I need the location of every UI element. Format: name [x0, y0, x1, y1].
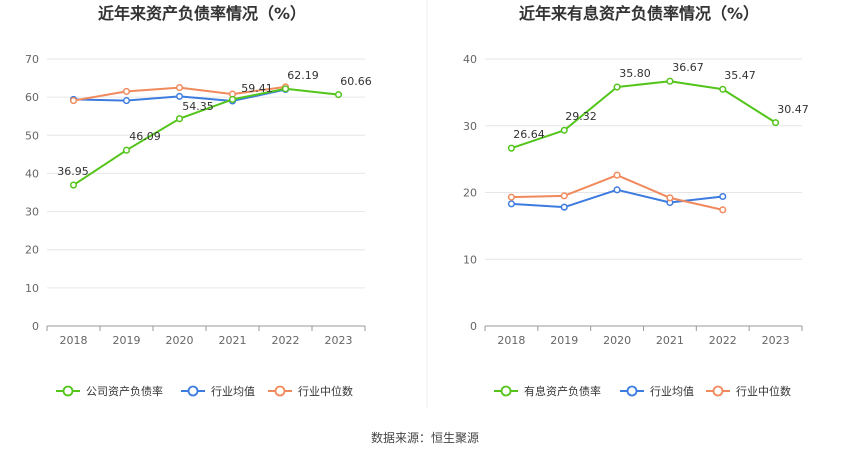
data-label: 35.47	[724, 69, 756, 82]
legend-item-1[interactable]: 有息资产负债率	[494, 384, 601, 398]
data-label: 46.09	[129, 130, 161, 143]
y-tick-label: 60	[25, 91, 39, 104]
data-point[interactable]	[122, 146, 131, 154]
chart-panel-1: 近年来资产负债率情况（%） 0 10 20 30 40 50 60 70 2018 2019 2020…	[25, 4, 372, 398]
data-label: 60.66	[340, 75, 372, 88]
x-tick-label: 2020	[603, 334, 631, 347]
data-point[interactable]	[175, 92, 184, 100]
data-source-note: 数据来源：恒生聚源	[370, 431, 479, 445]
y-tick-label: 30	[463, 120, 477, 133]
x-tick-label: 2018	[60, 334, 88, 347]
x-tick-label: 2023	[325, 334, 353, 347]
data-point[interactable]	[613, 83, 621, 91]
y-tick-label: 0	[32, 320, 39, 333]
legend-swatch-marker	[626, 385, 638, 397]
y-tick-label: 0	[470, 320, 477, 333]
x-tick-label: 2021	[656, 334, 684, 347]
x-tick-label: 2019	[113, 334, 141, 347]
data-point[interactable]	[175, 115, 184, 123]
data-point[interactable]	[560, 203, 568, 211]
legend-label: 行业中位数	[298, 384, 353, 398]
legend-label: 有息资产负债率	[524, 384, 601, 398]
data-point[interactable]	[560, 126, 568, 134]
data-point[interactable]	[507, 193, 515, 201]
series-line-1	[511, 80, 777, 150]
data-label: 30.47	[777, 103, 809, 116]
y-tick-label: 50	[25, 129, 39, 142]
data-point[interactable]	[507, 144, 515, 152]
data-point[interactable]	[175, 84, 184, 92]
data-label: 62.19	[287, 69, 319, 82]
data-point[interactable]	[228, 95, 237, 103]
legend-item-2[interactable]: 行业均值	[620, 385, 694, 398]
y-tick-label: 10	[25, 282, 39, 295]
data-label: 29.32	[565, 110, 597, 123]
data-point[interactable]	[560, 192, 568, 200]
chart-title: 近年来有息资产负债率情况（%）	[519, 4, 759, 23]
x-tick-label: 2023	[762, 334, 790, 347]
y-tick-label: 10	[463, 253, 477, 266]
y-tick-label: 30	[25, 206, 39, 219]
data-point[interactable]	[719, 192, 727, 201]
x-tick-label: 2019	[550, 334, 578, 347]
data-point[interactable]	[507, 200, 515, 208]
legend-label: 行业均值	[650, 385, 694, 398]
x-tick-label: 2021	[219, 334, 247, 347]
y-tick-label: 40	[25, 167, 39, 180]
x-tick-label: 2022	[272, 334, 300, 347]
legend-swatch-marker	[187, 385, 199, 397]
legend-item-3[interactable]: 行业中位数	[268, 384, 353, 398]
data-label: 36.67	[672, 61, 704, 74]
data-label: 35.80	[619, 67, 651, 80]
legend-swatch-marker	[274, 385, 286, 397]
data-point[interactable]	[122, 87, 131, 95]
chart-panel-2: 近年来有息资产负债率情况（%） 0 10 20 30 40 2018 2019 2020 2021…	[463, 4, 809, 398]
data-label: 36.95	[57, 165, 89, 178]
legend-label: 公司资产负债率	[86, 384, 163, 398]
data-point[interactable]	[666, 77, 674, 85]
legend-swatch-marker	[500, 385, 512, 397]
legend-swatch-marker	[712, 385, 724, 397]
x-tick-label: 2022	[709, 334, 737, 347]
data-label: 54.35	[182, 100, 214, 113]
data-point[interactable]	[69, 181, 78, 189]
x-tick-label: 2018	[497, 334, 525, 347]
y-tick-label: 20	[463, 187, 477, 200]
data-point[interactable]	[666, 194, 674, 202]
y-tick-label: 40	[463, 53, 477, 66]
data-point[interactable]	[122, 97, 131, 105]
data-point[interactable]	[613, 186, 621, 194]
y-tick-label: 20	[25, 244, 39, 257]
data-label: 26.64	[513, 128, 545, 141]
data-point[interactable]	[69, 97, 78, 105]
series-line-1	[72, 87, 339, 186]
data-point[interactable]	[281, 85, 290, 93]
legend-item-2[interactable]: 行业均值	[181, 385, 255, 398]
data-point[interactable]	[772, 119, 780, 127]
chart-title: 近年来资产负债率情况（%）	[98, 4, 306, 23]
legend-label: 行业中位数	[736, 384, 791, 398]
legend-item-3[interactable]: 行业中位数	[706, 384, 791, 398]
x-tick-label: 2020	[166, 334, 194, 347]
data-point[interactable]	[334, 91, 343, 99]
data-point[interactable]	[719, 85, 727, 93]
legend-swatch-marker	[62, 385, 74, 397]
data-point[interactable]	[613, 171, 621, 179]
data-label: 59.41	[241, 82, 273, 95]
y-tick-label: 70	[25, 53, 39, 66]
data-point[interactable]	[719, 206, 727, 214]
legend-label: 行业均值	[211, 385, 255, 398]
legend-item-1[interactable]: 公司资产负债率	[56, 384, 163, 398]
